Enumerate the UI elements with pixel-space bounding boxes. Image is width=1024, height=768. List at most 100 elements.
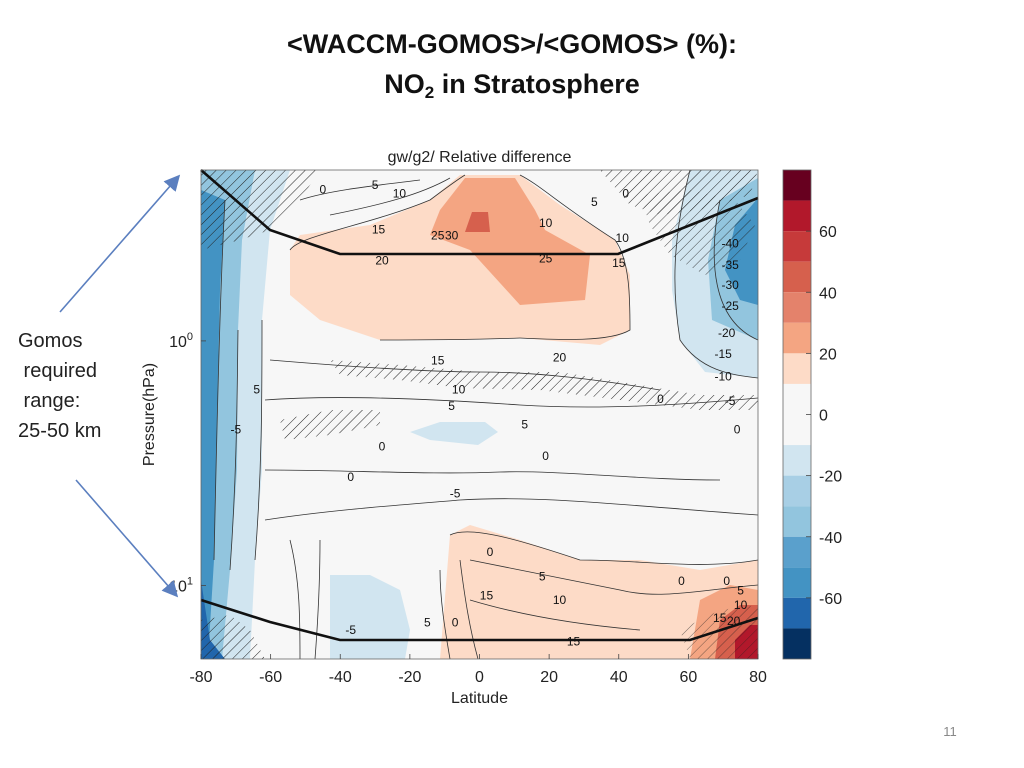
arrow-down bbox=[75, 479, 179, 598]
contour-label-11: 25 bbox=[539, 251, 553, 265]
contour-label-18: -15 bbox=[715, 347, 733, 361]
contour-label-25: 15 bbox=[431, 353, 445, 367]
x-tick-label-5: 20 bbox=[540, 669, 558, 686]
colorbar-bin-0 bbox=[783, 170, 811, 201]
colorbar-bin-4 bbox=[783, 292, 811, 323]
hatch-lower-left bbox=[201, 615, 265, 659]
contour-label-32: 0 bbox=[347, 470, 354, 484]
colorbar-tick-label-4: -20 bbox=[819, 469, 842, 486]
contour-label-1: 5 bbox=[372, 178, 379, 192]
contour-line-7 bbox=[264, 397, 758, 408]
contour-line-15 bbox=[213, 199, 226, 561]
contour-label-37: 0 bbox=[723, 574, 730, 588]
slide-title: <WACCM-GOMOS>/<GOMOS> (%): NO2 in Strato… bbox=[0, 24, 1024, 104]
title-rest: in Stratosphere bbox=[434, 69, 640, 99]
lower-positive-region bbox=[440, 525, 758, 659]
hatch-mid-left bbox=[280, 410, 380, 440]
x-tick-label-0: -80 bbox=[189, 669, 212, 686]
colorbar-tick-label-0: 60 bbox=[819, 224, 837, 241]
contour-line-4 bbox=[519, 174, 631, 340]
side-note: Gomos required range: 25-50 km bbox=[18, 326, 101, 446]
lower-left-negative-pocket bbox=[330, 575, 410, 659]
contour-label-44: 15 bbox=[567, 635, 581, 649]
contour-label-42: 15 bbox=[713, 611, 727, 625]
x-tick-label-1: -60 bbox=[259, 669, 282, 686]
contour-label-14: -35 bbox=[721, 258, 739, 272]
contour-label-8: 5 bbox=[591, 195, 598, 209]
contour-label-17: -20 bbox=[718, 326, 736, 340]
contour-label-30: 0 bbox=[379, 439, 386, 453]
contour-label-33: -5 bbox=[450, 486, 461, 500]
hatch-mid-band bbox=[330, 360, 758, 410]
slide-title-line2: NO2 in Stratosphere bbox=[0, 64, 1024, 104]
contour-label-38: 5 bbox=[737, 584, 744, 598]
contour-label-45: -5 bbox=[345, 623, 356, 637]
contour-label-39: 10 bbox=[734, 598, 748, 612]
contour-label-24: -5 bbox=[230, 422, 241, 436]
contour-label-21: 0 bbox=[734, 422, 741, 436]
x-axis-label: Latitude bbox=[451, 690, 508, 707]
upper-maximum bbox=[465, 212, 490, 232]
side-note-line-4: 25-50 km bbox=[18, 420, 102, 442]
contour-line-12 bbox=[469, 599, 641, 631]
contour-label-43: 20 bbox=[727, 614, 741, 628]
contour-label-5: 25 bbox=[431, 228, 445, 242]
contour-label-7: 10 bbox=[539, 216, 553, 230]
gomos-upper-boundary bbox=[200, 169, 759, 256]
colorbar-tick-label-5: -40 bbox=[819, 530, 842, 547]
contour-label-0: 0 bbox=[320, 182, 327, 196]
x-tick-label-6: 40 bbox=[610, 669, 628, 686]
x-tick-label-2: -40 bbox=[329, 669, 352, 686]
contour-line-6 bbox=[269, 359, 661, 391]
contour-line-14 bbox=[229, 329, 239, 571]
colorbar-bin-5 bbox=[783, 322, 811, 354]
contour-line-13 bbox=[254, 319, 263, 561]
hatch-lower-right bbox=[680, 605, 758, 659]
contour-label-9: 0 bbox=[622, 187, 629, 201]
contour-label-12: 15 bbox=[612, 256, 626, 270]
x-tick-label-8: 80 bbox=[749, 669, 767, 686]
contour-line-3 bbox=[289, 174, 466, 251]
colorbar-bin-12 bbox=[783, 567, 811, 598]
y-tick-label-0: 100 bbox=[169, 331, 193, 351]
colorbar-bin-8 bbox=[783, 445, 811, 476]
colorbar-bin-6 bbox=[783, 353, 811, 384]
colorbar-bin-1 bbox=[783, 200, 811, 232]
contour-label-41: 15 bbox=[480, 589, 494, 603]
contour-label-10: 10 bbox=[616, 231, 630, 245]
contour-line-21 bbox=[459, 559, 479, 659]
contour-label-35: 5 bbox=[539, 570, 546, 584]
contour-label-46: 5 bbox=[424, 616, 431, 630]
contour-line-19 bbox=[713, 199, 758, 341]
title-no: NO bbox=[384, 69, 425, 99]
contour-line-8 bbox=[264, 469, 721, 481]
contour-label-47: 0 bbox=[452, 616, 459, 630]
contour-label-23: 5 bbox=[253, 382, 260, 396]
colorbar-tick-label-6: -60 bbox=[819, 591, 842, 608]
x-tick-label-7: 60 bbox=[679, 669, 697, 686]
contour-label-19: -10 bbox=[715, 370, 733, 384]
colorbar-tick-label-3: 0 bbox=[819, 408, 828, 425]
colorbar-tick-label-1: 40 bbox=[819, 285, 837, 302]
contour-label-28: 5 bbox=[448, 399, 455, 413]
contour-label-16: -25 bbox=[721, 299, 739, 313]
colorbar-bin-10 bbox=[783, 506, 811, 537]
colorbar-bin-13 bbox=[783, 597, 811, 629]
page-number: 11 bbox=[943, 724, 957, 739]
contour-label-3: 15 bbox=[372, 222, 386, 236]
contour-label-34: 0 bbox=[487, 545, 494, 559]
contour-label-31: 0 bbox=[542, 449, 549, 463]
contour-label-27: 20 bbox=[553, 351, 567, 365]
chart-title: gw/g2/ Relative difference bbox=[388, 149, 572, 166]
x-tick-label-3: -20 bbox=[398, 669, 421, 686]
side-note-line-1: Gomos bbox=[18, 330, 83, 352]
contour-line-16 bbox=[289, 539, 301, 659]
gomos-lower-boundary bbox=[200, 598, 759, 642]
contour-label-40: 10 bbox=[553, 593, 567, 607]
upper-positive-core bbox=[430, 178, 590, 305]
arrow-up bbox=[59, 174, 181, 313]
mid-negative-pocket bbox=[410, 422, 498, 445]
colorbar-tick-label-2: 20 bbox=[819, 346, 837, 363]
colorbar-bin-9 bbox=[783, 475, 811, 507]
